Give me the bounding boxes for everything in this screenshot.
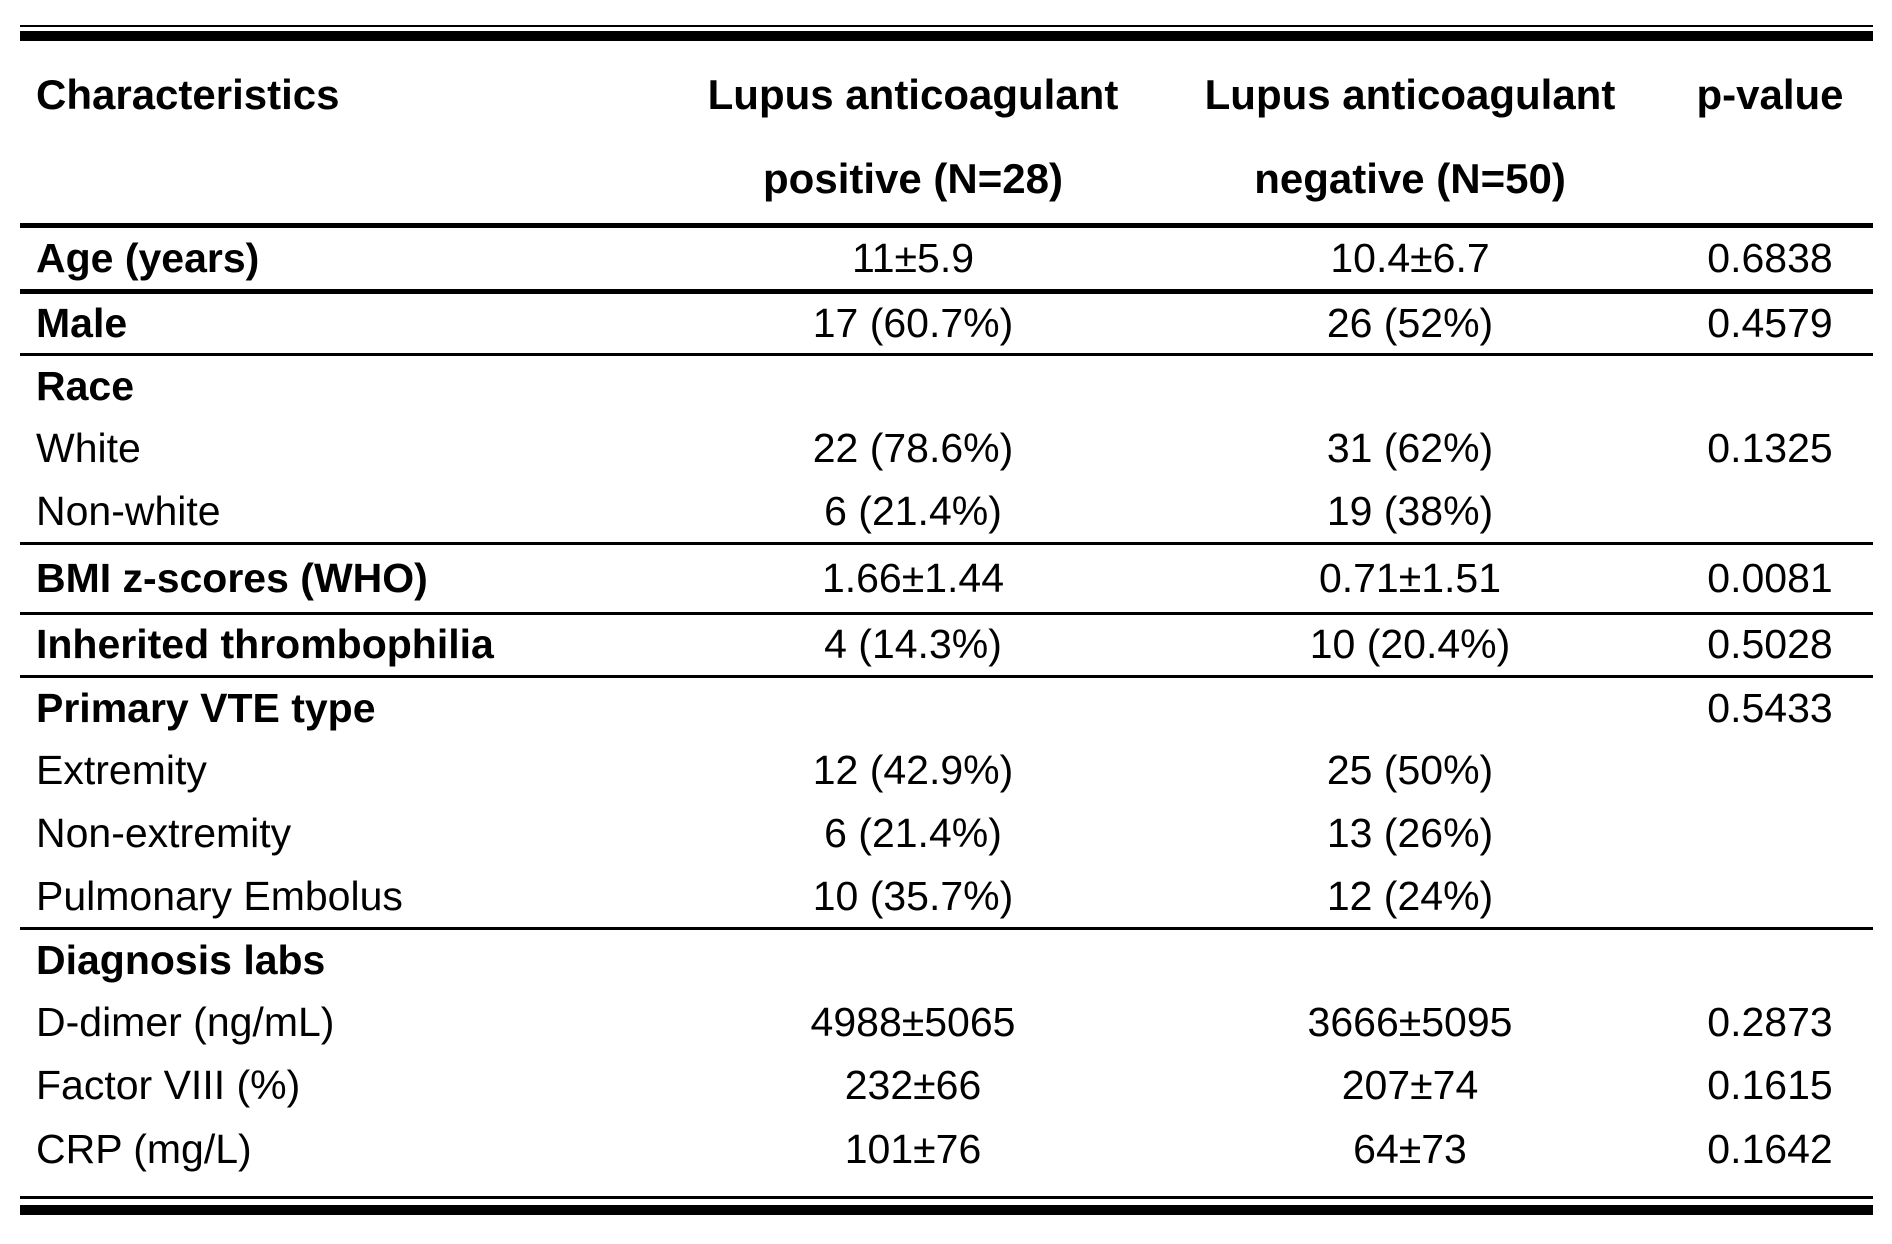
top-rule-thick	[20, 31, 1873, 41]
table-row-inherited-thrombophilia: Inherited thrombophilia 4 (14.3%) 10 (20…	[20, 613, 1873, 678]
table-row-non-extremity: Non-extremity 6 (21.4%) 13 (26%)	[20, 803, 1873, 866]
table-row-extremity: Extremity 12 (42.9%) 25 (50%)	[20, 740, 1873, 803]
table-row-d-dimer: D-dimer (ng/mL) 4988±5065 3666±5095 0.28…	[20, 992, 1873, 1055]
cell-p-value: 0.5433	[1707, 685, 1833, 732]
cell-lap-positive: 11±5.9	[645, 225, 1181, 294]
cell-lap-positive: 6 (21.4%)	[824, 810, 1002, 857]
row-label: Race	[36, 363, 135, 410]
cell-p-value: 0.1642	[1707, 1126, 1833, 1173]
bottom-rule-thick	[20, 1205, 1873, 1215]
cell-lap-negative: 25 (50%)	[1326, 747, 1494, 794]
cell-lap-negative: 31 (62%)	[1326, 425, 1494, 472]
header-negative-line2: negative (N=50)	[1254, 155, 1566, 202]
cell-lap-negative: 13 (26%)	[1326, 810, 1494, 857]
cell-lap-negative: 207±74	[1341, 1062, 1479, 1109]
row-label: Age (years)	[20, 225, 645, 294]
row-label: Diagnosis labs	[36, 937, 326, 984]
cell-lap-positive: 4 (14.3%)	[645, 613, 1181, 678]
cell-p-value	[1639, 355, 1873, 418]
header-lupus-anticoagulant-positive: Lupus anticoagulant positive (N=28)	[645, 41, 1181, 228]
row-label: White	[36, 425, 141, 472]
cell-lap-positive	[645, 929, 1181, 992]
table-row-primary-vte-type: Primary VTE type 0.5433	[20, 677, 1873, 740]
row-label: Extremity	[36, 747, 207, 794]
cell-p-value: 0.5028	[1639, 613, 1873, 678]
cell-lap-positive: 22 (78.6%)	[812, 425, 1014, 472]
header-negative-line1: Lupus anticoagulant	[1204, 71, 1616, 118]
cell-lap-positive: 4988±5065	[810, 999, 1016, 1046]
cell-lap-negative: 10 (20.4%)	[1181, 613, 1639, 678]
cell-lap-negative	[1181, 677, 1639, 740]
cell-lap-positive	[645, 677, 1181, 740]
table-header-row: Characteristics Lupus anticoagulant posi…	[20, 41, 1873, 228]
cell-lap-negative: 26 (52%)	[1181, 291, 1639, 356]
table-row-non-white: Non-white 6 (21.4%) 19 (38%)	[20, 480, 1873, 545]
row-label: Non-white	[20, 480, 645, 545]
header-lupus-anticoagulant-negative: Lupus anticoagulant negative (N=50)	[1181, 41, 1639, 228]
row-label: Primary VTE type	[36, 685, 376, 732]
cell-lap-positive: 232±66	[844, 1062, 982, 1109]
cell-p-value	[1639, 929, 1873, 992]
table-row-crp: CRP (mg/L) 101±76 64±73 0.1642	[20, 1118, 1873, 1198]
cell-p-value	[1639, 480, 1873, 545]
cell-lap-positive: 10 (35.7%)	[645, 865, 1181, 930]
row-label: BMI z-scores (WHO)	[20, 543, 645, 615]
cell-p-value: 0.1615	[1707, 1062, 1833, 1109]
cell-lap-negative: 64±73	[1353, 1126, 1467, 1173]
table-row-pulmonary-embolus: Pulmonary Embolus 10 (35.7%) 12 (24%)	[20, 865, 1873, 930]
cell-lap-positive: 101±76	[844, 1126, 982, 1173]
characteristics-table-container: Characteristics Lupus anticoagulant posi…	[20, 25, 1873, 1215]
cell-p-value	[1639, 865, 1873, 930]
cell-p-value: 0.1325	[1707, 425, 1833, 472]
cell-p-value	[1639, 740, 1873, 803]
cell-lap-negative: 0.71±1.51	[1181, 543, 1639, 615]
data-table: Characteristics Lupus anticoagulant posi…	[20, 41, 1873, 1199]
table-row-male: Male 17 (60.7%) 26 (52%) 0.4579	[20, 291, 1873, 356]
cell-lap-negative	[1181, 929, 1639, 992]
table-row-bmi-z-scores: BMI z-scores (WHO) 1.66±1.44 0.71±1.51 0…	[20, 543, 1873, 615]
row-label: D-dimer (ng/mL)	[36, 999, 335, 1046]
cell-lap-negative: 10.4±6.7	[1181, 225, 1639, 294]
row-label: Non-extremity	[36, 810, 292, 857]
header-positive-line2: positive (N=28)	[763, 155, 1063, 202]
table-row-factor-viii: Factor VIII (%) 232±66 207±74 0.1615	[20, 1055, 1873, 1118]
row-label: Inherited thrombophilia	[20, 613, 645, 678]
header-characteristics: Characteristics	[20, 41, 645, 228]
row-label: Male	[20, 291, 645, 356]
top-rule-thin	[20, 25, 1873, 27]
table-row-diagnosis-labs: Diagnosis labs	[20, 929, 1873, 992]
cell-lap-positive: 1.66±1.44	[645, 543, 1181, 615]
row-label: Pulmonary Embolus	[20, 865, 645, 930]
cell-lap-positive: 12 (42.9%)	[812, 747, 1014, 794]
cell-p-value: 0.0081	[1639, 543, 1873, 615]
row-label: CRP (mg/L)	[36, 1126, 252, 1173]
header-p-value: p-value	[1639, 41, 1873, 228]
table-row-age: Age (years) 11±5.9 10.4±6.7 0.6838	[20, 225, 1873, 294]
row-label: Factor VIII (%)	[36, 1062, 301, 1109]
table-row-race: Race	[20, 355, 1873, 418]
cell-lap-negative	[1181, 355, 1639, 418]
cell-lap-negative: 12 (24%)	[1181, 865, 1639, 930]
cell-lap-positive: 17 (60.7%)	[645, 291, 1181, 356]
table-row-white: White 22 (78.6%) 31 (62%) 0.1325	[20, 418, 1873, 481]
cell-lap-negative: 19 (38%)	[1181, 480, 1639, 545]
cell-p-value: 0.6838	[1639, 225, 1873, 294]
cell-p-value	[1639, 803, 1873, 866]
cell-lap-positive: 6 (21.4%)	[645, 480, 1181, 545]
cell-lap-negative: 3666±5095	[1307, 999, 1513, 1046]
cell-p-value: 0.4579	[1639, 291, 1873, 356]
header-positive-line1: Lupus anticoagulant	[707, 71, 1119, 118]
cell-p-value: 0.2873	[1707, 999, 1833, 1046]
cell-lap-positive	[645, 355, 1181, 418]
